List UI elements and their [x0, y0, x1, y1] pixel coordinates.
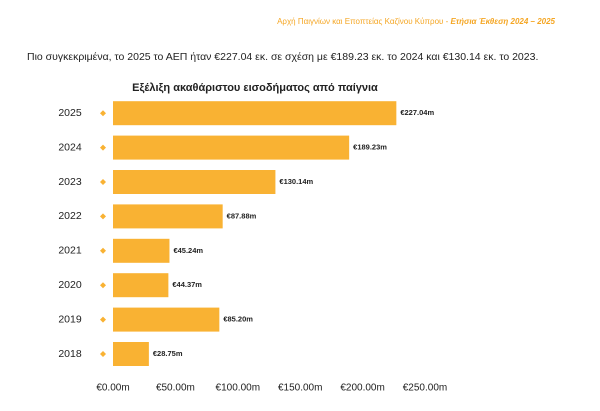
paragraph: Πιο συγκεκριμένα, το 2025 το ΑΕΠ ήταν €2… [27, 51, 538, 63]
bar [113, 170, 276, 194]
x-tick-label: €100.00m [216, 383, 260, 394]
value-label: €85.20m [223, 315, 253, 324]
value-label: €189.23m [353, 143, 387, 152]
y-tick-label: 2019 [58, 313, 82, 325]
bar [113, 101, 397, 126]
diamond-marker [100, 110, 106, 117]
value-label: €227.04m [400, 108, 434, 117]
header-report: Ετήσια Έκθεση 2024 – 2025 [451, 17, 556, 26]
y-tick-label: 2021 [58, 245, 82, 257]
x-tick-label: €150.00m [278, 383, 322, 394]
bar [113, 273, 169, 298]
y-tick-label: 2018 [58, 348, 82, 360]
value-label: €28.75m [153, 349, 183, 358]
diamond-marker [100, 316, 106, 323]
diamond-marker [100, 144, 106, 151]
y-tick-label: 2023 [58, 176, 82, 188]
value-label: €45.24m [173, 246, 203, 255]
x-tick-label: €200.00m [340, 383, 384, 394]
diamond-marker [100, 351, 106, 357]
x-tick-label: €0.00m [96, 383, 129, 394]
diamond-marker [100, 213, 106, 220]
chart-title: Εξέλιξη ακαθάριστου εισοδήματος από παίγ… [132, 82, 378, 94]
value-label: €130.14m [279, 177, 313, 186]
header: Αρχή Παιγνίων και Εποπτείας Καζίνου Κύπρ… [277, 17, 555, 26]
bar [113, 204, 223, 229]
bar [113, 307, 220, 332]
y-tick-label: 2022 [58, 210, 82, 222]
x-tick-label: €50.00m [156, 383, 195, 394]
diamond-marker [100, 282, 106, 289]
bar [113, 238, 170, 263]
x-tick-label: €250.00m [403, 383, 447, 394]
header-org: Αρχή Παιγνίων και Εποπτείας Καζίνου Κύπρ… [277, 17, 449, 26]
y-tick-label: 2025 [58, 107, 82, 119]
diamond-marker [100, 179, 106, 185]
diamond-marker [100, 247, 106, 254]
bar [113, 342, 149, 366]
value-label: €44.37m [172, 280, 202, 289]
y-tick-label: 2020 [58, 279, 82, 291]
value-label: €87.88m [227, 211, 257, 220]
y-tick-label: 2024 [58, 141, 82, 153]
bar [113, 135, 350, 160]
